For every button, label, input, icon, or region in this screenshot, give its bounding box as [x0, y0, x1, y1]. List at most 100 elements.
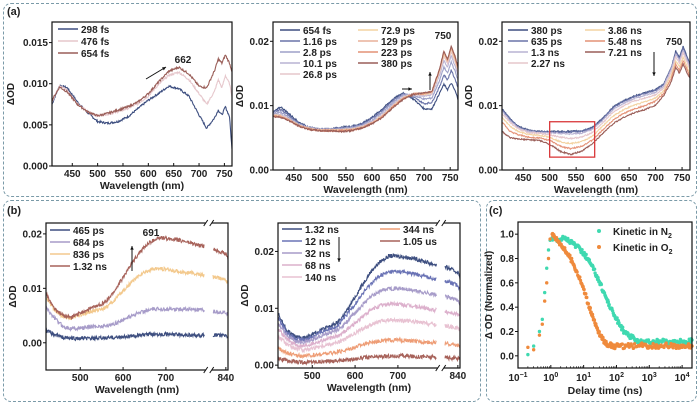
panel-label-a: (a) [7, 6, 21, 18]
chart-a2: 450 500 550 600 650 700 750 0.00 0.01 0.02 Wavelen… [235, 21, 459, 196]
data-point [679, 339, 683, 343]
panel-label-c: (c) [489, 205, 503, 217]
axis-break-mark [203, 366, 209, 374]
data-point [686, 342, 691, 346]
x-tick-label: 500 [89, 169, 106, 180]
y-tick-label: 0.02 [479, 37, 499, 48]
data-point [592, 318, 597, 322]
plot-frame [45, 222, 229, 371]
data-point [569, 256, 574, 261]
annotation-peak-691: 691 [143, 228, 160, 239]
legend-label: 5.48 ns [608, 37, 642, 48]
x-tick-label: 700 [390, 371, 407, 382]
legend-label: 1.16 ps [303, 37, 337, 48]
x-tick-label: 840 [218, 373, 235, 384]
data-point [684, 340, 688, 344]
legend-label: 1.05 us [403, 237, 437, 248]
plot-frame [272, 21, 459, 171]
data-point [548, 237, 552, 241]
data-point [584, 252, 588, 257]
axis-break-gap [205, 221, 212, 225]
y-tick-label: 0.2 [500, 327, 514, 338]
axis-break-mark [441, 364, 447, 372]
data-point [586, 301, 591, 306]
series-line-1.32-ns [278, 253, 460, 342]
data-point [620, 342, 624, 346]
x-tick-label: 750 [216, 169, 233, 180]
x-tick-label: 450 [286, 173, 303, 184]
x-tick-label: 600 [594, 173, 611, 184]
x-tick-label: 600 [115, 373, 132, 384]
x-tick-label: 101 [576, 372, 591, 384]
data-point [622, 346, 627, 350]
arrow-up-icon-head [428, 72, 432, 76]
legend-label: 1.32 ns [73, 262, 107, 273]
chart-a1: 450 500 550 600 650 700 750 0.000 0.005 0.010 0.01… [6, 21, 233, 192]
y-axis-label: ΔOD [6, 83, 17, 105]
data-point [631, 346, 636, 351]
data-point [540, 322, 545, 326]
legend-label: 1.3 ns [531, 48, 560, 59]
x-tick-label: 103 [642, 372, 657, 384]
axis-break-mark [441, 219, 447, 227]
series-line-1.05-us [278, 352, 460, 366]
legend-label: 684 ps [73, 238, 105, 249]
series-line-298-fs [52, 84, 232, 150]
y-tick-label: 0.02 [23, 229, 43, 240]
x-tick-label: 104 [675, 372, 690, 384]
x-tick-label: 840 [450, 371, 467, 382]
data-point [606, 300, 611, 304]
data-point [578, 275, 582, 279]
y-axis-label: ΔOD [8, 285, 19, 307]
data-point [588, 306, 592, 310]
data-point [584, 292, 588, 296]
data-point [575, 270, 579, 274]
legend-label: 1.32 ns [305, 225, 339, 236]
annotation-peak-750: 750 [435, 31, 452, 42]
data-point [651, 342, 655, 346]
data-point [568, 253, 572, 258]
series-line-1.16-ps [273, 69, 458, 132]
x-tick-label: 102 [609, 372, 624, 384]
x-tick-label: 600 [140, 169, 157, 180]
series-line-2.8-ps [273, 59, 458, 132]
data-point [542, 299, 547, 303]
data-point [674, 346, 678, 351]
axis-break-mark [209, 366, 215, 374]
x-tick-label: 700 [158, 373, 175, 384]
series-line-476-fs [52, 70, 232, 118]
series-line-836-ps [46, 265, 228, 321]
legend-marker [597, 245, 601, 249]
x-tick-label: 500 [72, 373, 89, 384]
x-tick-label: 500 [304, 371, 321, 382]
series-line-344-ns [278, 336, 460, 360]
y-tick-label: 0.01 [255, 304, 275, 315]
plot-frame [277, 222, 461, 369]
data-point [545, 266, 549, 270]
arrow-up-icon-head [130, 246, 134, 250]
plot-frame [517, 221, 693, 369]
data-point [542, 290, 547, 295]
data-point [537, 333, 542, 337]
chart-a3: 450 500 550 600 650 700 750 0.00 0.01 0.02 Wavelen… [464, 21, 691, 196]
arrow-up-right-icon [145, 66, 167, 80]
series-line-684-ps [46, 305, 228, 333]
x-tick-label: 650 [390, 173, 407, 184]
x-tick-label: 750 [674, 173, 691, 184]
legend-label: 654 fs [303, 26, 332, 37]
y-tick-label: 0.00 [479, 166, 499, 177]
data-point [601, 335, 605, 340]
data-point [620, 325, 625, 329]
legend-label: 654 fs [81, 49, 110, 60]
arrow-down-icon-head [652, 72, 656, 76]
legend-label: 2.8 ps [303, 48, 332, 59]
y-tick-label: 0.8 [500, 254, 514, 265]
frame-a [3, 3, 697, 197]
x-tick-label: 500 [541, 173, 558, 184]
x-tick-label: 700 [647, 173, 664, 184]
chart-b1: 500 600 700 840 0.00 0.01 0.02 Wavelength (nm) Δ… [8, 219, 235, 396]
annotations: 662 750 750 691 [130, 31, 683, 271]
data-point [582, 287, 586, 292]
y-tick-label: 0.005 [23, 120, 48, 131]
plot-frame [51, 21, 233, 167]
